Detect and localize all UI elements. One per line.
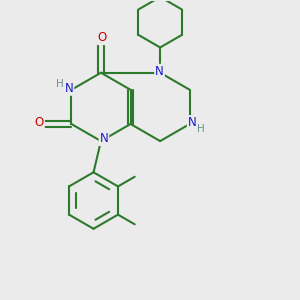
Text: N: N: [100, 132, 108, 145]
Text: N: N: [155, 65, 164, 78]
Text: O: O: [98, 31, 107, 44]
Text: O: O: [34, 116, 44, 129]
Text: H: H: [56, 80, 63, 89]
Text: N: N: [188, 116, 197, 129]
Text: N: N: [64, 82, 74, 95]
Text: H: H: [197, 124, 205, 134]
